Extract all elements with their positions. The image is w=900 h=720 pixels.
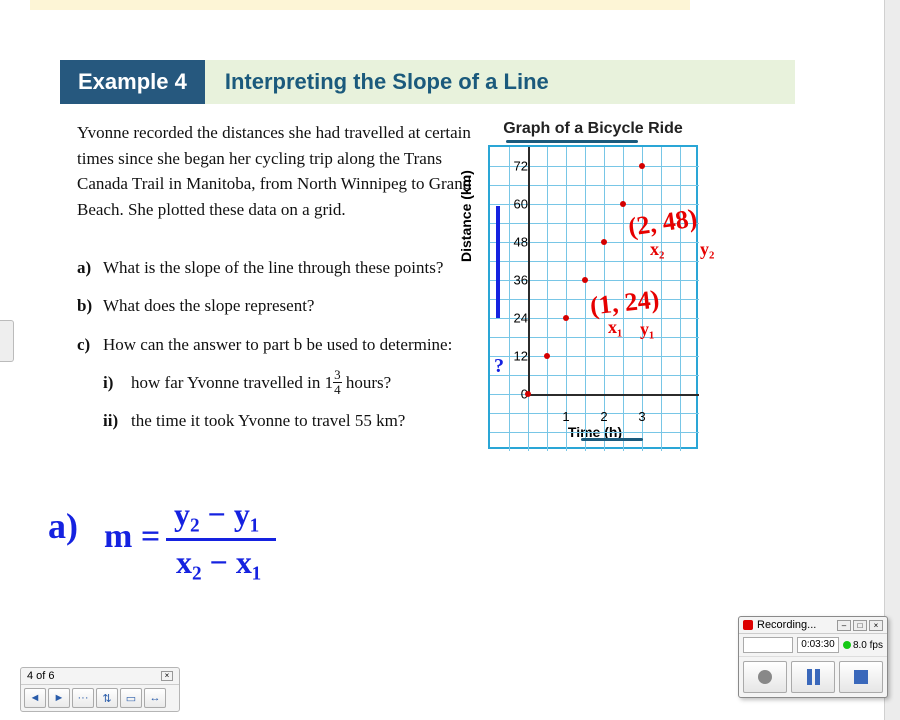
nav-button[interactable]: ► bbox=[48, 688, 70, 708]
stop-button[interactable] bbox=[839, 661, 883, 693]
nav-button[interactable]: ··· bbox=[72, 688, 94, 708]
nav-page-text: 4 of 6 bbox=[27, 670, 55, 682]
recording-panel: Recording... – □ × 0:03:30 8.0 fps bbox=[738, 616, 888, 698]
nav-button[interactable]: ⇅ bbox=[96, 688, 118, 708]
data-point bbox=[582, 277, 588, 283]
pause-button[interactable] bbox=[791, 661, 835, 693]
red-annotation: x₂ bbox=[650, 240, 664, 258]
pause-icon bbox=[807, 669, 820, 685]
nav-toolbar: 4 of 6 × ◄►···⇅▭↔ bbox=[20, 667, 180, 712]
blue-underline bbox=[581, 438, 643, 441]
problem-paragraph: Yvonne recorded the distances she had tr… bbox=[77, 120, 477, 222]
y-tick-label: 12 bbox=[514, 349, 528, 364]
red-annotation: x₁ bbox=[608, 318, 622, 336]
handwrite-numer: y₂ − y₁ bbox=[174, 498, 259, 530]
y-tick-label: 60 bbox=[514, 197, 528, 212]
y-tick-label: 24 bbox=[514, 311, 528, 326]
x-tick-label: 2 bbox=[600, 409, 607, 424]
example-label: Example 4 bbox=[60, 60, 205, 104]
q-cii-text: the time it took Yvonne to travel 55 km? bbox=[131, 408, 405, 434]
questions-block: a)What is the slope of the line through … bbox=[77, 255, 477, 435]
fps-text: 8.0 fps bbox=[853, 640, 883, 651]
handwrite-denom: x₂ − x₁ bbox=[176, 546, 261, 578]
highlight-strip bbox=[30, 0, 690, 10]
q-b-label: b) bbox=[77, 293, 103, 319]
recording-title: Recording... bbox=[757, 619, 816, 631]
nav-button[interactable]: ◄ bbox=[24, 688, 46, 708]
red-annotation: y₁ bbox=[640, 320, 654, 338]
frac-den: 4 bbox=[333, 383, 342, 397]
record-button[interactable] bbox=[743, 661, 787, 693]
q-a-text: What is the slope of the line through th… bbox=[103, 255, 477, 281]
blue-underline bbox=[506, 140, 638, 143]
q-c-intro: How can the answer to part b be used to … bbox=[103, 332, 477, 358]
handwrite-frac-bar bbox=[166, 538, 276, 541]
maximize-button[interactable]: □ bbox=[853, 620, 867, 631]
q-cii-label: ii) bbox=[103, 408, 131, 434]
recording-fps: 8.0 fps bbox=[843, 640, 883, 651]
nav-button[interactable]: ▭ bbox=[120, 688, 142, 708]
data-point bbox=[620, 201, 626, 207]
recording-dropdown[interactable] bbox=[743, 637, 793, 653]
q-a-label: a) bbox=[77, 255, 103, 281]
minimize-button[interactable]: – bbox=[837, 620, 851, 631]
y-tick-label: 72 bbox=[514, 159, 528, 174]
data-point bbox=[525, 391, 531, 397]
q-b-text: What does the slope represent? bbox=[103, 293, 477, 319]
frac-num: 3 bbox=[333, 368, 342, 383]
y-tick-label: 36 bbox=[514, 273, 528, 288]
data-point bbox=[563, 315, 569, 321]
q-ci-label: i) bbox=[103, 370, 131, 398]
q-ci-text: how far Yvonne travelled in 134 hours? bbox=[131, 370, 391, 398]
x-tick-label: 1 bbox=[562, 409, 569, 424]
example-header: Example 4 Interpreting the Slope of a Li… bbox=[60, 60, 795, 104]
question-mark-anno: ? bbox=[494, 356, 504, 376]
example-title: Interpreting the Slope of a Line bbox=[225, 69, 549, 95]
data-point bbox=[544, 353, 550, 359]
q-c-label: c) bbox=[77, 332, 103, 358]
y-axis-bracket bbox=[496, 206, 500, 318]
ruler-handle[interactable] bbox=[0, 320, 14, 362]
recording-icon bbox=[743, 620, 753, 630]
scrollbar-right[interactable] bbox=[884, 0, 900, 720]
page: Example 4 Interpreting the Slope of a Li… bbox=[0, 0, 900, 720]
q-ci-suffix: hours? bbox=[342, 373, 392, 392]
q-ci-prefix: how far Yvonne travelled in 1 bbox=[131, 373, 333, 392]
red-annotation: y₂ bbox=[700, 240, 714, 258]
handwrite-m-eq: m = bbox=[104, 520, 160, 554]
fraction: 34 bbox=[333, 368, 342, 396]
nav-button[interactable]: ↔ bbox=[144, 688, 166, 708]
y-tick-label: 48 bbox=[514, 235, 528, 250]
circle-icon bbox=[758, 670, 772, 684]
close-button[interactable]: × bbox=[869, 620, 883, 631]
handwrite-a-label: a) bbox=[48, 508, 78, 544]
y-axis-label: Distance (km) bbox=[458, 170, 474, 262]
data-point bbox=[639, 163, 645, 169]
x-tick-label: 3 bbox=[638, 409, 645, 424]
graph-title: Graph of a Bicycle Ride bbox=[488, 120, 698, 138]
recording-time: 0:03:30 bbox=[797, 637, 839, 653]
stop-icon bbox=[854, 670, 868, 684]
fps-dot-icon bbox=[843, 641, 851, 649]
nav-close-button[interactable]: × bbox=[161, 671, 173, 681]
data-point bbox=[601, 239, 607, 245]
